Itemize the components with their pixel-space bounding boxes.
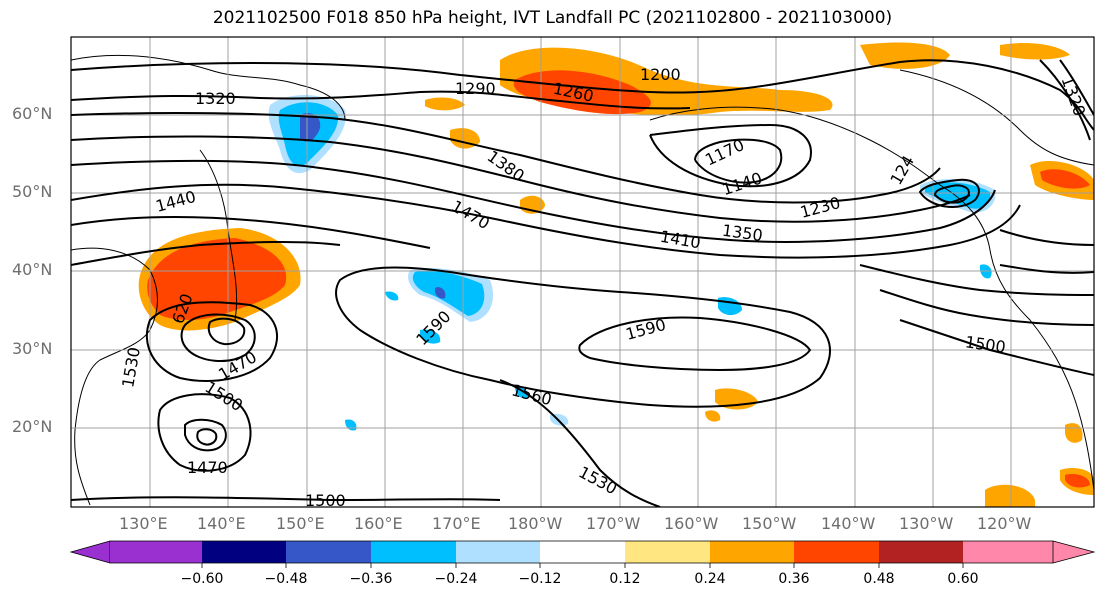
colorbar-tick-label: 0.24	[694, 571, 726, 587]
contour-label: 1500	[305, 491, 346, 510]
lon-label: 150°E	[276, 514, 325, 533]
colorbar	[69, 540, 1096, 568]
lon-label: 140°W	[821, 514, 876, 533]
lon-label: 120°W	[977, 514, 1032, 533]
lon-label: 170°E	[432, 514, 481, 533]
lon-label: 140°E	[197, 514, 246, 533]
colorbar-tick-label: 0.36	[778, 571, 810, 587]
colorbar-tick-label: −0.24	[434, 571, 478, 587]
contour-label: 1320	[195, 89, 236, 108]
colorbar-tick-label: −0.12	[518, 571, 562, 587]
lon-label: 170°W	[586, 514, 641, 533]
lat-label: 40°N	[12, 260, 53, 279]
colorbar-tick-label: 0.12	[609, 571, 641, 587]
lat-label: 20°N	[12, 417, 53, 436]
contour-label: 1470	[187, 458, 228, 477]
colorbar-tick-label: −0.60	[180, 571, 224, 587]
lon-label: 180°W	[508, 514, 563, 533]
colorbar-tick-label: 0.60	[947, 571, 979, 587]
ivt-shading	[138, 42, 1094, 507]
height-contours	[71, 59, 1094, 507]
lon-label: 160°E	[354, 514, 403, 533]
graticule	[71, 37, 1094, 507]
colorbar-tick-label: −0.48	[264, 571, 308, 587]
lon-label: 150°W	[742, 514, 797, 533]
colorbar-tick-label: −0.36	[349, 571, 393, 587]
lat-label: 50°N	[12, 182, 53, 201]
contour-label: 1290	[455, 79, 496, 98]
lat-label: 30°N	[12, 339, 53, 358]
contour-label: 1200	[640, 65, 681, 84]
lon-label: 130°W	[899, 514, 954, 533]
lon-label: 130°E	[119, 514, 168, 533]
colorbar-tick-label: 0.48	[863, 571, 895, 587]
lon-label: 160°W	[664, 514, 719, 533]
map-title: 2021102500 F018 850 hPa height, IVT Land…	[212, 8, 893, 28]
map-border	[70, 36, 1095, 508]
lat-label: 60°N	[12, 104, 53, 123]
